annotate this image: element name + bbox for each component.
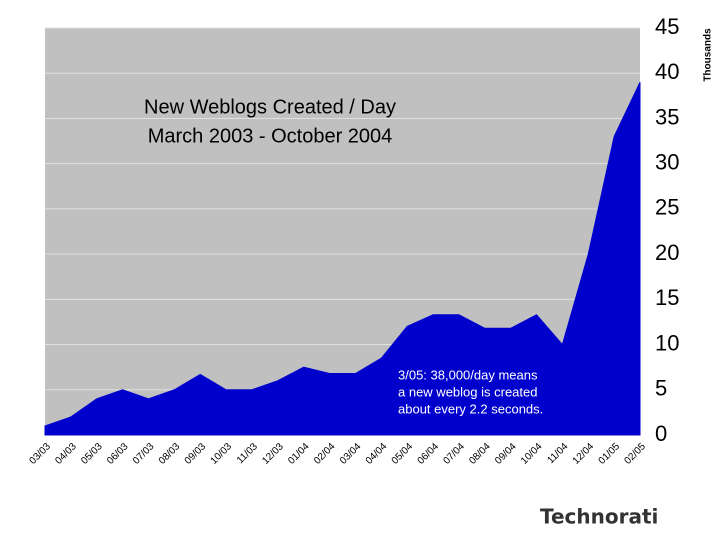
- x-tick-label: 03/03: [28, 441, 54, 467]
- x-tick-label: 11/04: [545, 441, 570, 466]
- x-tick-label: 01/04: [286, 441, 312, 467]
- y-tick-label: 45: [655, 14, 679, 39]
- x-tick-label: 04/04: [364, 441, 390, 467]
- x-tick-label: 09/03: [183, 441, 209, 467]
- x-tick-label: 02/04: [312, 441, 338, 467]
- x-tick-label: 07/04: [441, 441, 467, 467]
- x-tick-label: 04/03: [53, 441, 79, 467]
- annotation: about every 2.2 seconds.: [398, 401, 543, 416]
- x-tick-label: 01/05: [597, 441, 623, 467]
- x-tick-label: 08/03: [157, 441, 183, 467]
- x-tick-label: 09/04: [493, 441, 519, 467]
- x-tick-label: 03/04: [338, 441, 364, 467]
- x-tick-label: 05/03: [79, 441, 105, 467]
- chart-title: March 2003 - October 2004: [148, 125, 393, 147]
- x-tick-label: 12/04: [571, 441, 597, 467]
- y-tick-label: 15: [655, 285, 679, 310]
- y-axis-label: Thousands: [703, 28, 714, 82]
- y-tick-label: 5: [655, 376, 667, 401]
- x-tick-label: 10/03: [209, 441, 235, 467]
- x-tick-label: 08/04: [467, 441, 493, 467]
- x-tick-label: 05/04: [390, 441, 416, 467]
- area: [44, 82, 641, 436]
- y-tick-label: 0: [655, 421, 667, 446]
- x-tick-label: 06/04: [416, 441, 442, 467]
- y-tick-label: 35: [655, 104, 679, 129]
- x-tick-label: 11/03: [235, 441, 260, 466]
- x-tick-label: 07/03: [131, 441, 157, 467]
- y-tick-label: 30: [655, 149, 679, 174]
- y-tick-label: 25: [655, 195, 679, 220]
- x-tick-label: 12/03: [260, 441, 286, 467]
- y-tick-label: 20: [655, 240, 679, 265]
- annotation: 3/05: 38,000/day means: [398, 367, 538, 382]
- x-tick-label: 06/03: [105, 441, 131, 467]
- x-tick-label: 10/04: [519, 441, 545, 467]
- x-tick-label: 02/05: [623, 441, 649, 467]
- logo: Technorati: [540, 505, 658, 529]
- y-tick-label: 40: [655, 59, 679, 84]
- chart-title: New Weblogs Created / Day: [144, 96, 396, 118]
- y-tick-label: 10: [655, 330, 679, 355]
- annotation: a new weblog is created: [398, 384, 537, 399]
